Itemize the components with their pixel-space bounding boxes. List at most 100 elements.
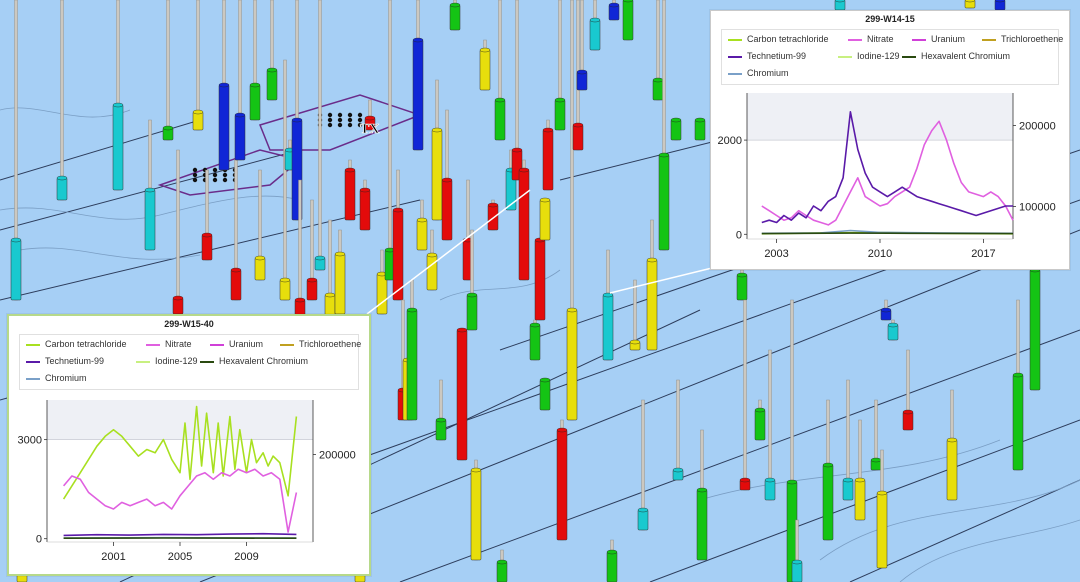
series-line[interactable] [62,405,298,500]
well-column[interactable] [539,197,551,241]
well-column[interactable] [412,0,424,151]
legend-entry[interactable]: Chromium [26,373,87,383]
well-column[interactable] [637,399,649,531]
well-column[interactable] [539,377,551,411]
well-column[interactable] [494,0,506,141]
legend-entry[interactable]: Nitrate [146,339,192,349]
well-column[interactable] [842,379,854,501]
well-column[interactable] [902,349,914,431]
well-column[interactable] [964,0,976,9]
well-column[interactable] [426,229,438,291]
well-column[interactable] [854,419,866,521]
well-column[interactable] [880,299,892,321]
well-column[interactable] [736,269,748,301]
contaminant-bar [902,411,914,431]
well-column[interactable] [218,0,230,171]
well-column[interactable] [470,459,482,561]
well-popup-299-W14-15[interactable]: 299-W14-15 Carbon tetrachloride Nitrate Ur… [710,10,1070,270]
well-column[interactable] [694,117,706,141]
well-column[interactable] [876,449,888,569]
well-column[interactable] [162,0,174,141]
legend-entry[interactable]: Iodine-129 [136,356,198,366]
well-column[interactable] [696,429,708,561]
well-column[interactable] [1029,267,1041,391]
well-column[interactable] [249,0,261,121]
well-column[interactable] [406,279,418,421]
well-column[interactable] [887,319,899,341]
well-column[interactable] [441,109,453,241]
well-column[interactable] [359,179,371,231]
well-column[interactable] [456,327,468,461]
legend-entry[interactable]: Hexavalent Chromium [902,51,1010,61]
well-column[interactable] [392,169,404,301]
well-column[interactable] [834,0,846,11]
well-column[interactable] [739,299,751,491]
legend-entry[interactable]: Technetium-99 [26,356,104,366]
well-column[interactable] [764,349,776,501]
series-line[interactable] [761,111,1013,224]
well-column[interactable] [606,539,618,582]
well-column[interactable] [554,0,566,131]
well-column[interactable] [994,0,1006,11]
legend-entry[interactable]: Carbon tetrachloride [26,339,127,349]
well-column[interactable] [449,0,461,31]
well-column[interactable] [56,0,68,201]
well-column[interactable] [556,419,568,541]
well-column[interactable] [344,159,356,221]
series-line[interactable] [761,232,1014,235]
well-column[interactable] [652,0,664,101]
well-column[interactable] [479,39,491,91]
well-column[interactable] [234,0,246,161]
legend-entry[interactable]: Nitrate [848,34,894,44]
well-column[interactable] [254,169,266,281]
series-line[interactable] [63,532,297,537]
well-popup-299-W15-40[interactable]: 299-W15-40 Carbon tetrachloride Nitrate Ur… [7,314,371,576]
well-column[interactable] [529,319,541,361]
well-column[interactable] [314,0,326,271]
well-column[interactable] [10,0,22,301]
well-column[interactable] [192,0,204,131]
well-column[interactable] [670,117,682,141]
legend-entry[interactable]: Chromium [728,68,789,78]
well-column[interactable] [518,159,530,281]
well-column[interactable] [1012,299,1024,471]
well-column[interactable] [306,199,318,301]
legend-entry[interactable]: Trichloroethene [982,34,1063,44]
well-column[interactable] [496,549,508,582]
well-column[interactable] [201,169,213,261]
well-column[interactable] [266,0,278,101]
well-column[interactable] [144,119,156,251]
legend-entry[interactable]: Trichloroethene [280,339,361,349]
well-column[interactable] [364,99,376,131]
well-column[interactable] [622,0,634,41]
well-column[interactable] [658,0,670,251]
series-line[interactable] [761,120,1014,226]
legend-entry[interactable]: Hexavalent Chromium [200,356,308,366]
legend-entry[interactable]: Carbon tetrachloride [728,34,829,44]
series-line[interactable] [62,468,298,533]
well-column[interactable] [822,399,834,541]
well-column[interactable] [629,279,641,351]
legend-entry[interactable]: Uranium [912,34,965,44]
legend-entry[interactable]: Iodine-129 [838,51,900,61]
well-column[interactable] [416,199,428,251]
well-column[interactable] [602,249,614,361]
well-column[interactable] [466,229,478,331]
well-column[interactable] [608,0,620,21]
well-column[interactable] [435,379,447,441]
well-column[interactable] [754,399,766,441]
well-column[interactable] [542,119,554,191]
well-column[interactable] [112,0,124,191]
legend-entry[interactable]: Technetium-99 [728,51,806,61]
legend-entry[interactable]: Uranium [210,339,263,349]
well-column[interactable] [589,0,601,51]
well-column[interactable] [279,59,291,301]
well-column[interactable] [534,237,546,321]
well-column[interactable] [566,0,578,421]
well-column[interactable] [384,0,396,281]
well-column[interactable] [576,0,588,91]
well-column[interactable] [431,79,443,221]
well-column[interactable] [946,389,958,501]
well-column[interactable] [672,379,684,481]
well-column[interactable] [791,519,803,582]
